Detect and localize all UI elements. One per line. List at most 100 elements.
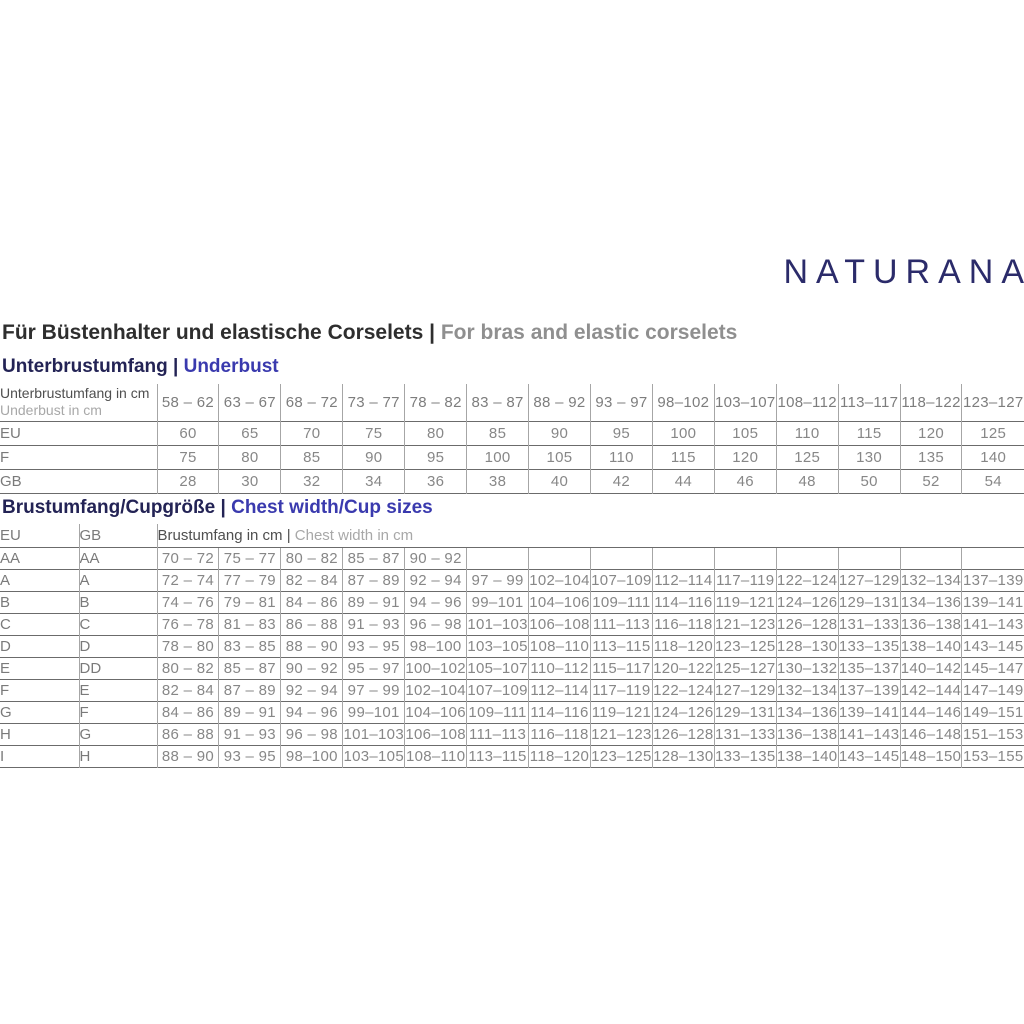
eu-header-cell: EU <box>0 526 21 544</box>
range-cell: 99–101 <box>466 590 529 613</box>
range-cell: 85 – 87 <box>342 546 405 569</box>
range-cell: 89 – 91 <box>342 590 405 613</box>
gb-size-cell: C <box>78 612 157 635</box>
range-cell: 149–151 <box>961 700 1024 723</box>
range-cell: 128–130 <box>775 634 839 657</box>
page-title: Für Büstenhalter und elastische Corselet… <box>2 320 737 346</box>
range-cell: 133–135 <box>713 744 777 767</box>
range-cell: 88 – 90 <box>280 634 343 657</box>
range-cell: 82 – 84 <box>156 678 219 701</box>
range-cell: 120–122 <box>651 656 715 679</box>
cup-size-row: H G 86 – 88 91 – 93 96 – 98 101–103 106–108 111… <box>0 722 1024 745</box>
range-cell: 147–149 <box>961 678 1024 701</box>
underbust-heading-de: Unterbrustumfang <box>2 356 168 377</box>
range-cell: 76 – 78 <box>156 612 219 635</box>
range-cell: 86 – 88 <box>280 612 343 635</box>
range-cell: 97 – 99 <box>466 568 529 591</box>
range-cell: 137–139 <box>961 568 1024 591</box>
range-cell: 91 – 93 <box>218 722 281 745</box>
range-cell: 132–134 <box>899 568 962 591</box>
range-cell: 112–114 <box>651 568 715 591</box>
underbust-heading-en: Underbust <box>183 356 279 377</box>
gb-size-cell: A <box>78 568 157 591</box>
eu-size-cell: D <box>0 634 79 657</box>
range-cell: 116–118 <box>528 722 591 745</box>
page-title-separator: | <box>423 321 441 344</box>
range-cell: 125–127 <box>713 656 777 679</box>
range-cell: 126–128 <box>775 612 839 635</box>
empty-cell <box>961 546 1024 569</box>
cup-heading-en: Chest width/Cup sizes <box>231 497 433 518</box>
row-label-cell: F <box>0 444 157 469</box>
range-cell: 111–113 <box>589 612 653 635</box>
value-cell: 75 <box>342 420 405 445</box>
range-cell: 126–128 <box>651 722 715 745</box>
range-cell: 90 – 92 <box>280 656 343 679</box>
range-cell: 146–148 <box>899 722 962 745</box>
underbust-table: Unterbrustumfang in cm Underbust in cm 58 … <box>0 384 1024 494</box>
row-header-de: Unterbrustumfang in cm <box>0 385 150 402</box>
cup-size-table: EU G B Brustumfang in cm | Chest width in c… <box>0 524 1024 768</box>
range-cell: 93 – 95 <box>342 634 405 657</box>
range-cell: 106–108 <box>528 612 591 635</box>
value-cell: 95 <box>404 444 467 469</box>
row-label-cell: GB <box>0 468 157 493</box>
range-cell: 123–125 <box>589 744 653 767</box>
range-cell: 140–142 <box>899 656 962 679</box>
value-cell: 85 <box>280 444 343 469</box>
col-header-cell: 83 – 87 <box>466 384 529 421</box>
range-cell: 90 – 92 <box>404 546 467 569</box>
eu-size-cell: B <box>0 590 79 613</box>
value-cell: 60 <box>156 420 219 445</box>
row-label-cell: EU <box>0 420 157 445</box>
range-cell: 89 – 91 <box>218 700 281 723</box>
col-header-cell: 98–102 <box>651 384 715 421</box>
underbust-heading-separator: | <box>167 356 184 377</box>
range-cell: 79 – 81 <box>218 590 281 613</box>
range-cell: 153–155 <box>961 744 1024 767</box>
value-cell: 130 <box>837 444 901 469</box>
range-cell: 94 – 96 <box>280 700 343 723</box>
range-cell: 117–119 <box>713 568 777 591</box>
value-cell: 95 <box>589 420 653 445</box>
span-header-cell: Brustumfang in cm | Chest width in cm <box>156 524 1024 547</box>
range-cell: 104–106 <box>404 700 467 723</box>
cup-heading-de: Brustumfang/Cupgröße <box>2 497 216 518</box>
range-cell: 109–111 <box>589 590 653 613</box>
eu-size-cell: G <box>0 700 79 723</box>
range-cell: 86 – 88 <box>156 722 219 745</box>
range-cell: 122–124 <box>775 568 839 591</box>
range-cell: 148–150 <box>899 744 962 767</box>
range-cell: 97 – 99 <box>342 678 405 701</box>
range-cell: 134–136 <box>899 590 962 613</box>
range-cell: 103–105 <box>342 744 405 767</box>
value-cell: 105 <box>713 420 777 445</box>
cup-size-row: E DD 80 – 82 85 – 87 90 – 92 95 – 97 100–102 10… <box>0 656 1024 679</box>
value-cell: 115 <box>651 444 715 469</box>
range-cell: 85 – 87 <box>218 656 281 679</box>
eu-size-cell: C <box>0 612 79 635</box>
range-cell: 141–143 <box>961 612 1024 635</box>
range-cell: 136–138 <box>899 612 962 635</box>
range-cell: 131–133 <box>713 722 777 745</box>
range-cell: 145–147 <box>961 656 1024 679</box>
range-cell: 87 – 89 <box>342 568 405 591</box>
range-cell: 144–146 <box>899 700 962 723</box>
underbust-heading: Unterbrustumfang | Underbust <box>2 355 279 379</box>
eu-size-cell: H <box>0 722 79 745</box>
range-cell: 115–117 <box>589 656 653 679</box>
empty-cell <box>466 546 529 569</box>
eu-size-cell: I <box>0 744 79 767</box>
value-cell: 100 <box>466 444 529 469</box>
range-cell: 118–120 <box>528 744 591 767</box>
col-header-cell: 103–107 <box>713 384 777 421</box>
gb-size-cell: DD <box>78 656 157 679</box>
range-cell: 105–107 <box>466 656 529 679</box>
range-cell: 94 – 96 <box>404 590 467 613</box>
value-cell: 125 <box>775 444 839 469</box>
range-cell: 108–110 <box>404 744 467 767</box>
empty-cell <box>651 546 715 569</box>
range-cell: 114–116 <box>651 590 715 613</box>
range-cell: 111–113 <box>466 722 529 745</box>
